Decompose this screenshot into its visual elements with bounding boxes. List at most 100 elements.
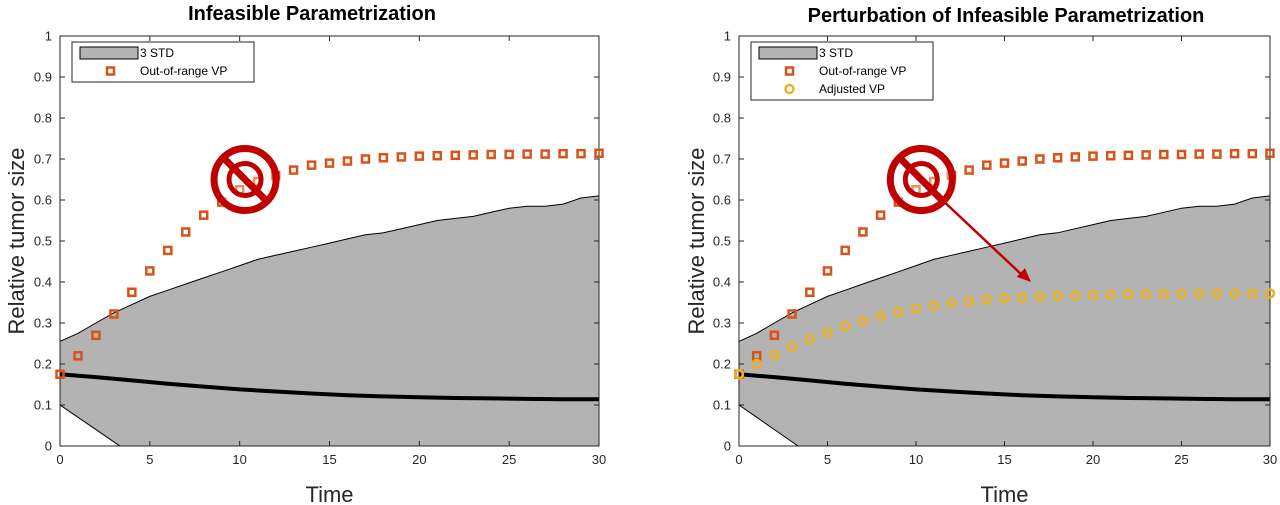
data-point (1264, 288, 1276, 299)
data-point (769, 330, 780, 341)
data-point (1087, 289, 1099, 301)
data-point (1247, 148, 1258, 159)
legend-label: Out-of-range VP (819, 64, 906, 78)
data-point (396, 152, 407, 162)
data-point (786, 341, 798, 353)
data-point (594, 148, 604, 159)
data-point (540, 149, 550, 159)
data-point (963, 296, 975, 307)
data-point (576, 148, 586, 159)
data-point (1176, 288, 1187, 300)
data-point (1105, 150, 1116, 161)
x-tick-label: 30 (1263, 452, 1277, 467)
data-point (1123, 289, 1134, 300)
y-tick-label: 0.2 (34, 357, 52, 372)
data-point (999, 293, 1010, 304)
data-point (1158, 288, 1170, 300)
data-point (73, 351, 83, 361)
series-out-of-range-vp (55, 148, 604, 379)
legend-swatch-band (758, 46, 818, 60)
data-point (360, 154, 371, 164)
data-point (840, 245, 850, 256)
data-point (1017, 156, 1027, 166)
legend: 3 STD Out-of-range VP Adjusted VP (750, 41, 934, 101)
data-point (378, 153, 389, 163)
data-point (288, 165, 299, 175)
data-point (999, 158, 1010, 168)
x-tick-label: 10 (232, 452, 246, 467)
y-tick-label: 0.7 (713, 152, 731, 167)
x-axis-label: Time (980, 482, 1028, 505)
x-tick-label: 5 (824, 452, 831, 467)
data-point (306, 160, 317, 170)
data-point (751, 358, 762, 370)
data-point (804, 334, 816, 345)
data-point (468, 150, 478, 160)
data-point (432, 150, 443, 161)
data-point (910, 303, 922, 314)
data-point (858, 227, 868, 237)
mean-line (738, 372, 1270, 402)
data-point (787, 309, 797, 319)
data-point (1034, 291, 1046, 303)
data-point (1070, 152, 1081, 162)
data-point (822, 266, 833, 276)
data-point (964, 165, 974, 175)
y-axis-label: Relative tumor size (4, 147, 29, 334)
no-entry-icon (886, 145, 956, 214)
data-point (450, 150, 461, 161)
data-point (822, 327, 833, 338)
data-point (982, 160, 992, 170)
data-point (1176, 149, 1187, 160)
y-axis-label: Relative tumor size (684, 147, 709, 334)
arrow-head (1016, 268, 1031, 282)
mean-line (59, 372, 599, 402)
y-tick-label: 0 (45, 439, 52, 454)
x-tick-label: 20 (1086, 452, 1100, 467)
data-point (486, 149, 496, 160)
x-tick-label: 15 (322, 452, 336, 467)
y-tick-label: 0.4 (34, 275, 52, 290)
legend-label: 3 STD (819, 46, 853, 60)
data-point (875, 210, 886, 220)
x-tick-label: 10 (909, 452, 923, 467)
y-tick-label: 0.2 (713, 357, 731, 372)
data-point (981, 294, 993, 305)
data-point (414, 151, 425, 161)
legend: 3 STD Out-of-range VP (71, 41, 255, 83)
data-point (1212, 149, 1222, 159)
data-point (946, 298, 957, 309)
y-tick-label: 0.3 (34, 316, 52, 331)
y-tick-label: 0.1 (713, 398, 731, 413)
x-tick-label: 0 (56, 452, 63, 467)
legend-swatch-circle (784, 83, 795, 95)
x-tick-label: 15 (997, 452, 1011, 467)
x-tick-label: 20 (412, 452, 426, 467)
y-tick-label: 0.6 (713, 193, 731, 208)
data-point (1265, 148, 1275, 159)
data-point (91, 330, 101, 341)
y-tick-label: 0.9 (713, 70, 731, 85)
data-point (1070, 290, 1081, 301)
data-point (1247, 288, 1258, 299)
data-point (1194, 149, 1204, 159)
legend-label: Out-of-range VP (140, 64, 227, 78)
data-point (55, 369, 65, 379)
y-tick-label: 0.1 (34, 398, 52, 413)
data-point (893, 306, 904, 318)
y-tick-label: 0.3 (713, 316, 731, 331)
legend-swatch-band (79, 46, 139, 60)
data-point (198, 210, 209, 220)
data-point (1016, 292, 1028, 303)
series-adjusted-vp (733, 288, 1276, 380)
data-point (1211, 288, 1223, 299)
data-point (1123, 150, 1134, 161)
data-point (839, 321, 851, 332)
data-point (522, 149, 532, 159)
data-point (163, 245, 173, 256)
data-point (145, 266, 155, 276)
data-point (1140, 289, 1152, 300)
x-tick-label: 30 (592, 452, 606, 467)
x-tick-label: 25 (502, 452, 516, 467)
data-point (1105, 289, 1116, 300)
